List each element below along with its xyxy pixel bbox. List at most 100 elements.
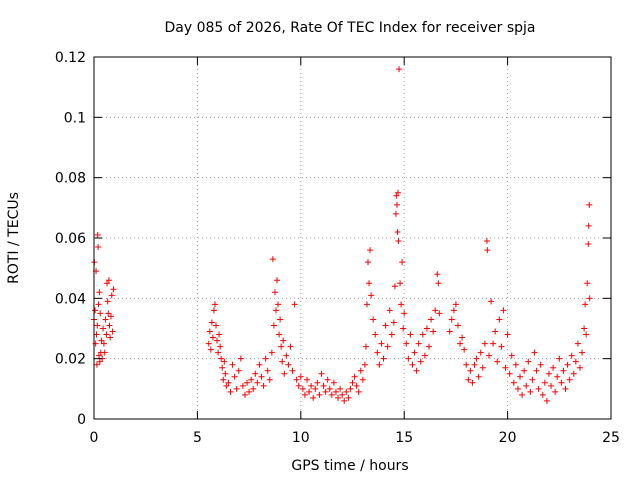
data-point — [564, 361, 571, 368]
data-point — [374, 349, 381, 356]
plot-frame — [93, 56, 612, 420]
data-point — [237, 355, 244, 362]
data-point — [361, 361, 368, 368]
data-point — [210, 307, 217, 314]
data-point — [471, 361, 478, 368]
data-point — [107, 334, 114, 341]
data-point — [467, 367, 474, 374]
data-point — [392, 210, 399, 217]
data-point — [252, 370, 259, 377]
data-point — [215, 349, 222, 356]
data-point — [92, 307, 99, 314]
data-point — [310, 394, 317, 401]
x-tick-label: 25 — [602, 430, 620, 446]
data-point — [508, 352, 515, 359]
y-tick-label: 0.08 — [55, 171, 86, 187]
data-point — [548, 382, 555, 389]
data-point — [419, 331, 426, 338]
data-point — [421, 352, 428, 359]
data-point — [301, 391, 308, 398]
data-point — [584, 280, 591, 287]
data-point — [372, 331, 379, 338]
data-point — [206, 328, 213, 335]
data-point — [314, 379, 321, 386]
data-point — [96, 289, 103, 296]
data-point — [384, 343, 391, 350]
data-point — [339, 391, 346, 398]
data-point — [450, 307, 457, 314]
data-point — [506, 370, 513, 377]
data-point — [335, 394, 342, 401]
data-point — [380, 355, 387, 362]
data-point — [266, 376, 273, 383]
data-point — [241, 391, 248, 398]
data-point — [359, 376, 366, 383]
data-point — [585, 241, 592, 248]
data-point — [370, 316, 377, 323]
data-point — [399, 259, 406, 266]
data-point — [271, 289, 278, 296]
chart-title: Day 085 of 2026, Rate Of TEC Index for r… — [164, 20, 535, 36]
data-point — [219, 364, 226, 371]
data-point — [405, 355, 412, 362]
data-point — [279, 358, 286, 365]
data-point — [396, 66, 403, 73]
data-point — [448, 316, 455, 323]
data-point — [378, 340, 385, 347]
data-point — [531, 349, 538, 356]
data-point — [514, 385, 521, 392]
data-point — [398, 301, 405, 308]
data-point — [510, 379, 517, 386]
data-point — [264, 367, 271, 374]
data-point — [473, 355, 480, 362]
x-tick-label: 15 — [395, 430, 413, 446]
data-point — [95, 352, 102, 359]
data-point — [297, 373, 304, 380]
data-point — [541, 379, 548, 386]
data-point — [239, 382, 246, 389]
data-point — [479, 364, 486, 371]
data-point — [403, 340, 410, 347]
data-point — [353, 382, 360, 389]
data-point — [543, 397, 550, 404]
data-point — [527, 388, 534, 395]
data-point — [227, 388, 234, 395]
data-point — [258, 373, 265, 380]
data-point — [218, 355, 225, 362]
data-point — [423, 325, 430, 332]
data-point — [277, 316, 284, 323]
data-point — [525, 358, 532, 365]
data-point — [576, 364, 583, 371]
data-point — [295, 382, 302, 389]
data-point — [328, 391, 335, 398]
data-point — [481, 340, 488, 347]
data-point — [367, 247, 374, 254]
data-point — [391, 283, 398, 290]
data-point — [223, 382, 230, 389]
data-point — [96, 358, 103, 365]
data-point — [110, 286, 117, 293]
data-point — [581, 325, 588, 332]
data-point — [330, 379, 337, 386]
data-point — [475, 373, 482, 380]
data-point — [308, 382, 315, 389]
data-point — [535, 385, 542, 392]
data-point — [465, 376, 472, 383]
data-point — [246, 388, 253, 395]
data-point — [95, 244, 102, 251]
data-point — [299, 385, 306, 392]
data-point — [316, 391, 323, 398]
data-point — [221, 358, 228, 365]
data-point — [274, 277, 281, 284]
data-point — [269, 256, 276, 263]
data-point — [293, 376, 300, 383]
data-point — [411, 349, 418, 356]
data-point — [108, 292, 115, 299]
data-point — [355, 388, 362, 395]
data-point — [324, 376, 331, 383]
data-point — [583, 331, 590, 338]
data-point — [397, 280, 404, 287]
data-point — [95, 301, 102, 308]
data-point — [428, 316, 435, 323]
